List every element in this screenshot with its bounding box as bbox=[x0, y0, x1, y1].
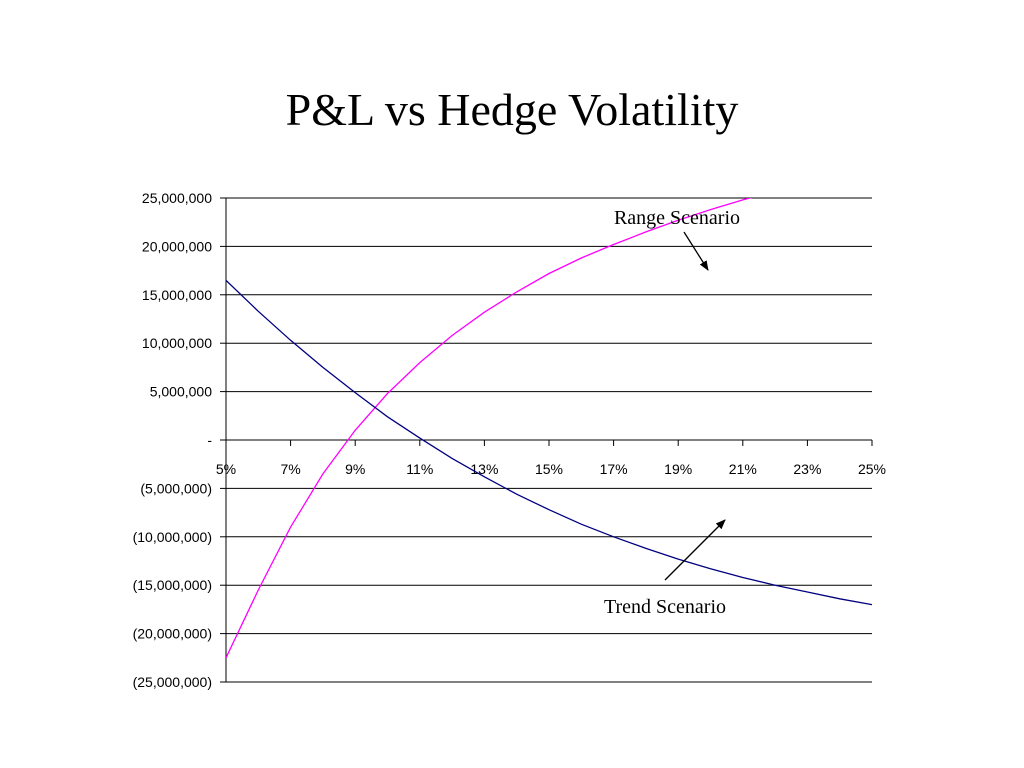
x-tick-label: 7% bbox=[280, 461, 300, 477]
y-tick-label: 5,000,000 bbox=[150, 384, 212, 400]
x-tick-label: 19% bbox=[664, 461, 692, 477]
y-tick-label: (10,000,000) bbox=[133, 529, 212, 545]
y-tick-label: (25,000,000) bbox=[133, 674, 212, 690]
annotation-range-label: Range Scenario bbox=[614, 207, 740, 229]
y-tick-label: 25,000,000 bbox=[142, 190, 212, 206]
x-tick-label: 17% bbox=[600, 461, 628, 477]
y-tick-label: 15,000,000 bbox=[142, 287, 212, 303]
annotation-trend-label: Trend Scenario bbox=[604, 596, 726, 618]
x-tick-label: 25% bbox=[858, 461, 886, 477]
x-tick-label: 23% bbox=[793, 461, 821, 477]
chart-title: P&L vs Hedge Volatility bbox=[285, 84, 739, 135]
x-tick-label: 21% bbox=[729, 461, 757, 477]
y-tick-label: 10,000,000 bbox=[142, 335, 212, 351]
gridlines bbox=[226, 197, 872, 683]
x-tick-label: 5% bbox=[216, 461, 236, 477]
x-tick-label: 11% bbox=[406, 461, 433, 477]
x-tick-label: 9% bbox=[345, 461, 365, 477]
annotation-range-arrow bbox=[683, 231, 709, 271]
annotations: Range Scenario Trend Scenario bbox=[604, 207, 740, 618]
y-tick-label: (20,000,000) bbox=[133, 626, 212, 642]
y-tick-label: - bbox=[207, 432, 212, 448]
y-tick-label: 20,000,000 bbox=[142, 238, 212, 254]
x-tick-label: 15% bbox=[535, 461, 563, 477]
series-line-range-scenario bbox=[226, 198, 753, 659]
series-line-trend-scenario bbox=[226, 279, 872, 606]
y-tick-label: (15,000,000) bbox=[133, 577, 212, 593]
series-lines bbox=[226, 198, 872, 659]
annotation-trend-arrow bbox=[664, 519, 726, 581]
axes: 25,000,000 20,000,000 15,000,000 10,000,000… bbox=[133, 190, 886, 690]
x-tick-label: 13% bbox=[470, 461, 498, 477]
y-tick-label: (5,000,000) bbox=[140, 480, 212, 496]
